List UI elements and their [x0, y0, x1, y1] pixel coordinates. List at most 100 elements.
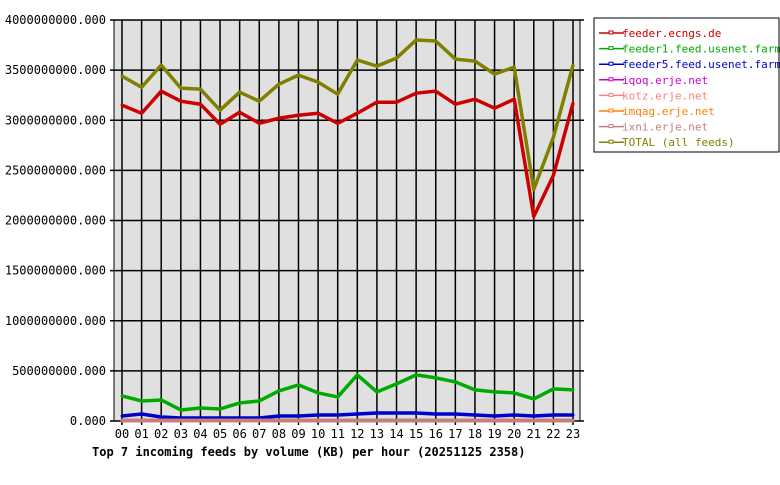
legend-marker: [608, 61, 614, 66]
chart-title: Top 7 incoming feeds by volume (KB) per …: [92, 445, 525, 459]
data-point: [140, 418, 144, 422]
data-point: [296, 414, 300, 418]
x-tick-label: 14: [389, 427, 403, 441]
x-tick-label: 09: [291, 427, 305, 441]
y-tick-label: 4000000000.000: [5, 13, 106, 27]
data-point: [257, 121, 261, 125]
data-point: [316, 391, 320, 395]
data-point: [473, 59, 477, 63]
y-tick-label: 3500000000.000: [5, 63, 106, 77]
series-line-1: [121, 373, 574, 412]
legend-marker: [608, 108, 614, 113]
data-point: [473, 413, 477, 417]
data-point: [512, 97, 516, 101]
data-point: [179, 418, 183, 422]
data-point: [414, 38, 418, 42]
data-point: [532, 414, 536, 418]
data-point: [316, 413, 320, 417]
data-point: [532, 187, 536, 191]
data-point: [473, 97, 477, 101]
data-point: [316, 80, 320, 84]
y-axis: 0.000 500000000.000 1000000000.000 15000000…: [5, 13, 106, 428]
data-point: [316, 111, 320, 115]
data-point: [512, 65, 516, 69]
legend-label: ixni.erje.net: [622, 121, 708, 134]
data-point: [355, 58, 359, 62]
data-point: [336, 395, 340, 399]
data-point: [355, 373, 359, 377]
data-point: [257, 416, 261, 420]
data-point: [296, 383, 300, 387]
data-point: [434, 412, 438, 416]
x-tick-label: 04: [193, 427, 207, 441]
data-point: [532, 418, 536, 422]
x-tick-label: 06: [232, 427, 246, 441]
data-point: [395, 56, 399, 60]
x-tick-label: 01: [134, 427, 148, 441]
y-tick-label: 2500000000.000: [5, 163, 106, 177]
data-point: [159, 418, 163, 422]
data-point: [355, 111, 359, 115]
data-point: [493, 72, 497, 76]
data-point: [453, 57, 457, 61]
y-tick-label: 1500000000.000: [5, 264, 106, 278]
x-tick-label: 03: [174, 427, 188, 441]
data-point: [395, 382, 399, 386]
data-point: [238, 90, 242, 94]
data-point: [336, 413, 340, 417]
data-point: [257, 99, 261, 103]
data-point: [336, 121, 340, 125]
y-tick-label: 1000000000.000: [5, 314, 106, 328]
data-point: [512, 391, 516, 395]
data-point: [179, 86, 183, 90]
data-point: [159, 415, 163, 419]
data-point: [198, 406, 202, 410]
x-tick-label: 22: [546, 427, 560, 441]
data-point: [238, 418, 242, 422]
data-point: [198, 87, 202, 91]
x-tick-label: 07: [252, 427, 266, 441]
legend-marker: [608, 92, 614, 97]
data-point: [571, 63, 575, 67]
data-point: [414, 373, 418, 377]
legend-label: feeder1.feed.usenet.farm: [622, 43, 780, 56]
x-tick-label: 20: [507, 427, 521, 441]
data-point: [257, 399, 261, 403]
data-point: [120, 74, 124, 78]
series-line-2: [121, 411, 573, 420]
data-point: [355, 412, 359, 416]
x-tick-label: 21: [527, 427, 541, 441]
series-line-7: [121, 38, 575, 192]
data-point: [375, 418, 379, 422]
x-tick-label: 19: [487, 427, 501, 441]
data-point: [296, 73, 300, 77]
data-point: [238, 110, 242, 114]
y-tick-label: 500000000.000: [12, 364, 106, 378]
data-point: [395, 411, 399, 415]
data-point: [453, 412, 457, 416]
legend-marker: [608, 139, 614, 144]
legend-marker: [608, 30, 614, 35]
data-point: [375, 411, 379, 415]
data-point: [316, 418, 320, 422]
legend-label: TOTAL (all feeds): [622, 136, 735, 149]
legend: feeder.ecngs.de feeder1.feed.usenet.farm f…: [593, 17, 780, 153]
data-point: [571, 388, 575, 392]
legend-label: iqoq.erje.net: [622, 74, 708, 87]
data-point: [375, 64, 379, 68]
data-point: [355, 418, 359, 422]
x-tick-label: 11: [330, 427, 344, 441]
data-point: [218, 407, 222, 411]
x-tick-label: 10: [311, 427, 325, 441]
x-tick-label: 08: [272, 427, 286, 441]
data-point: [277, 116, 281, 120]
data-point: [512, 413, 516, 417]
data-point: [551, 135, 555, 139]
data-point: [551, 173, 555, 177]
x-tick-label: 16: [429, 427, 443, 441]
data-point: [395, 100, 399, 104]
data-point: [493, 390, 497, 394]
legend-label: feeder5.feed.usenet.farm: [622, 58, 780, 71]
data-point: [434, 376, 438, 380]
